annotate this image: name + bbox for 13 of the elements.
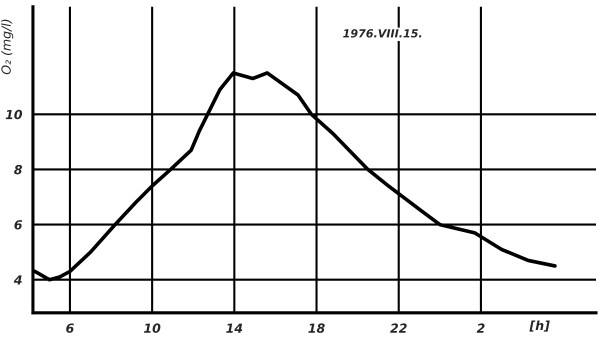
x-axis-title: [h] — [529, 320, 550, 332]
x-tick-label: 2 — [476, 323, 485, 333]
x-tick-label: 14 — [226, 324, 242, 333]
y-tick-label: 4 — [14, 275, 22, 284]
x-tick-label: 18 — [308, 323, 325, 333]
y-tick-label: 8 — [14, 164, 22, 174]
annotation: 1976.VIII.15. — [343, 29, 422, 38]
x-tick-label: 22 — [390, 323, 407, 333]
y-axis-title: O₂ (mg/l) — [1, 20, 14, 74]
y-tick-label: 10 — [6, 110, 22, 120]
x-tick-label: 10 — [144, 323, 160, 333]
x-tick-label: 6 — [66, 323, 74, 333]
y-tick-label: 6 — [14, 220, 22, 230]
